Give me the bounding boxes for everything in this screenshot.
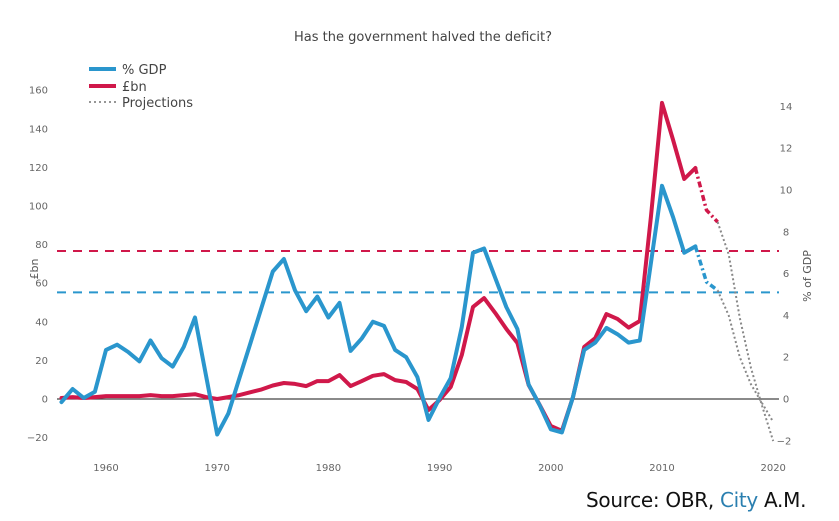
source-credit: Source: OBR, City A.M. — [586, 488, 806, 512]
right-tick-label: 14 — [780, 102, 793, 113]
right-tick-label: 4 — [783, 311, 789, 322]
left-axis-ticks: −20 0 20 40 60 80 100 120 140 160 — [27, 86, 48, 444]
x-tick-label: 1960 — [93, 463, 118, 474]
x-tick-label: 2020 — [760, 463, 785, 474]
legend: % GDP £bn Projections — [89, 63, 193, 111]
gdp-series-line — [59, 183, 698, 437]
left-tick-label: 160 — [29, 86, 48, 97]
x-axis-ticks: 1960 1970 1980 1990 2000 2010 2020 — [93, 463, 786, 474]
left-tick-label: 40 — [35, 317, 48, 328]
x-tick-label: 2010 — [649, 463, 674, 474]
right-tick-label: −2 — [777, 436, 792, 447]
series-lines — [59, 100, 775, 442]
x-tick-label: 1980 — [316, 463, 341, 474]
bn-projection-dotted — [716, 221, 775, 442]
left-tick-label: 60 — [35, 279, 48, 290]
legend-label-bn: £bn — [122, 80, 147, 95]
right-axis-ticks: −2 0 2 4 6 8 10 12 14 — [777, 102, 793, 447]
x-tick-label: 1990 — [427, 463, 452, 474]
left-tick-label: 0 — [42, 395, 48, 406]
bn-series-line — [59, 100, 698, 433]
right-axis-title: % of GDP — [801, 250, 814, 302]
left-tick-label: 140 — [29, 124, 48, 135]
source-prefix: Source: OBR, — [586, 488, 720, 512]
legend-label-projections: Projections — [122, 96, 193, 111]
gdp-projection-dotted — [716, 289, 775, 423]
left-axis-title: £bn — [28, 258, 41, 279]
left-tick-label: 80 — [35, 240, 48, 251]
source-brand: City — [719, 488, 758, 512]
chart-title: Has the government halved the deficit? — [294, 30, 552, 45]
x-tick-label: 2000 — [538, 463, 563, 474]
right-tick-label: 6 — [783, 269, 789, 280]
left-tick-label: 100 — [29, 202, 48, 213]
right-tick-label: 12 — [780, 144, 793, 155]
gdp-projection-colored — [693, 245, 719, 292]
source-suffix: A.M. — [757, 488, 807, 512]
right-tick-label: 2 — [783, 353, 789, 364]
left-tick-label: 120 — [29, 163, 48, 174]
right-tick-label: 8 — [783, 227, 789, 238]
bn-projection-colored — [693, 167, 719, 224]
right-tick-label: 10 — [780, 186, 793, 197]
legend-label-gdp: % GDP — [122, 63, 167, 78]
x-tick-label: 1970 — [204, 463, 229, 474]
left-tick-label: 20 — [35, 356, 48, 367]
right-tick-label: 0 — [783, 395, 789, 406]
halfway-lines — [57, 249, 779, 294]
left-tick-label: −20 — [27, 433, 48, 444]
